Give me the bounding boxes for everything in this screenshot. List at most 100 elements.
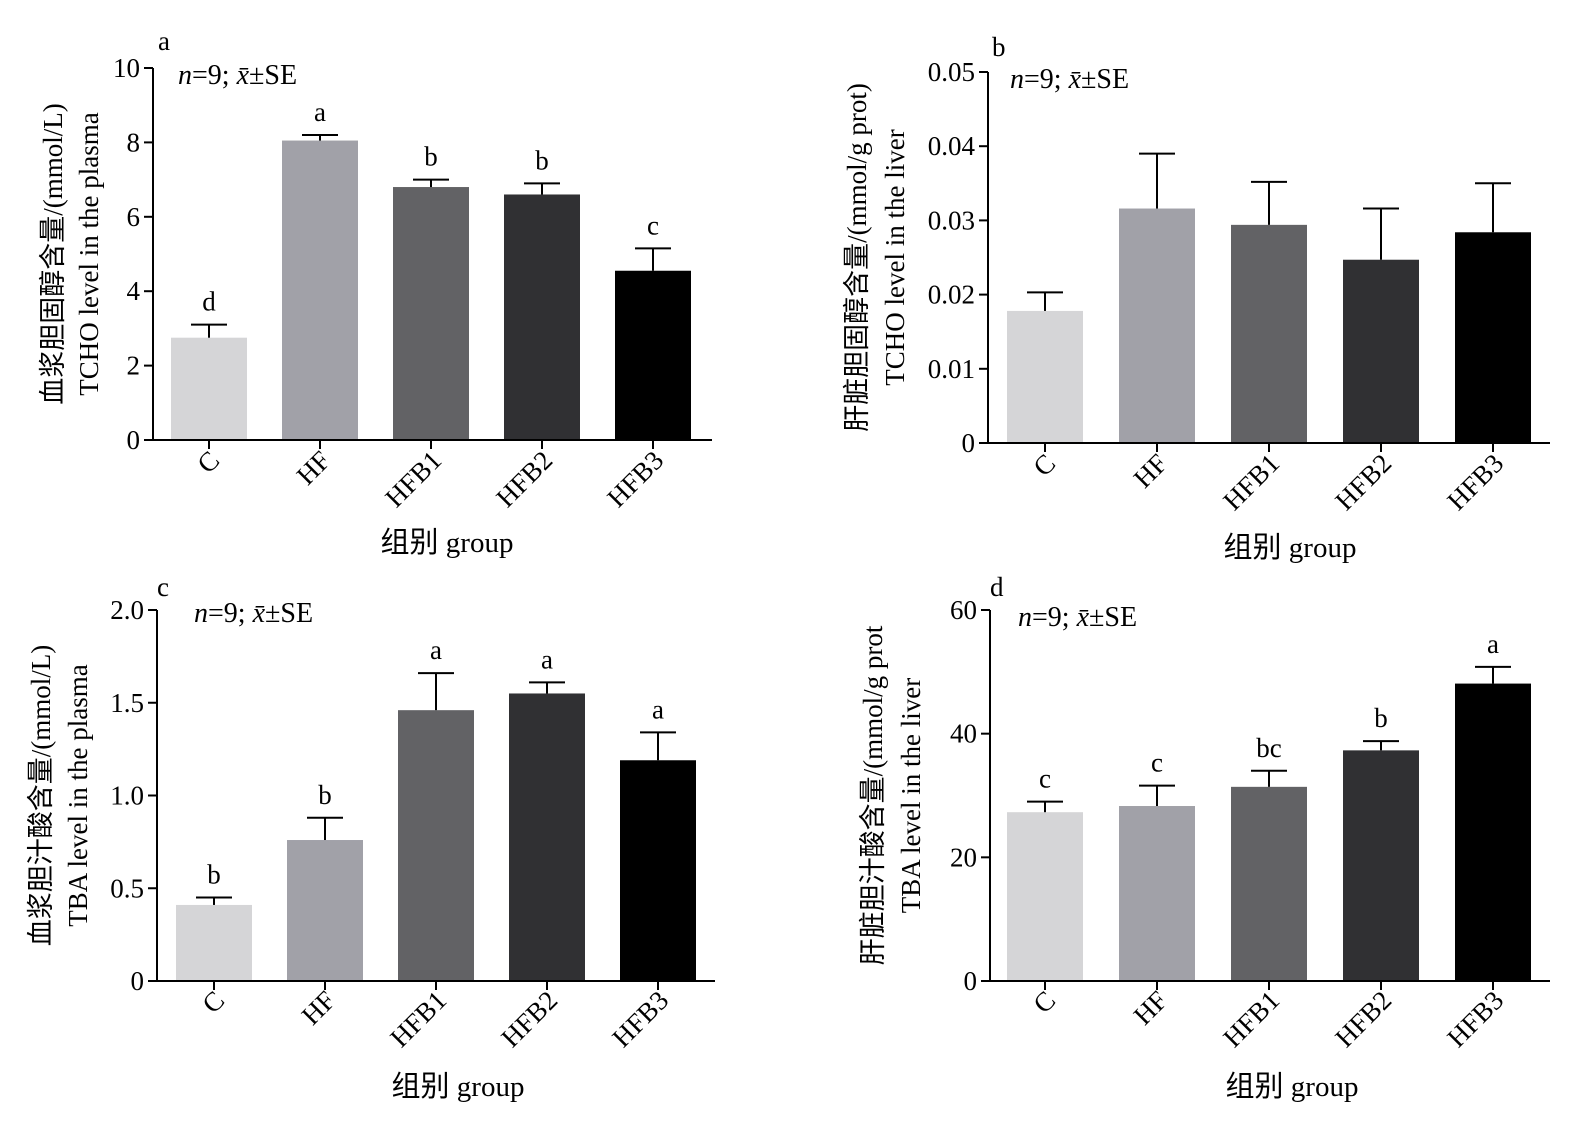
- y-axis-title-en: TBA level in the liver: [896, 678, 926, 913]
- y-axis-title-cn: 肝脏胆固醇含量/(mmol/g prot): [842, 83, 872, 432]
- bar-c: [1007, 812, 1083, 981]
- y-tick-label: 6: [127, 202, 141, 232]
- y-tick-label: 1.5: [110, 688, 144, 718]
- y-tick-label: 0.5: [110, 873, 144, 903]
- category-label: HFB1: [379, 445, 447, 513]
- panel-letter: b: [992, 32, 1006, 62]
- category-label: HFB3: [606, 985, 674, 1053]
- y-tick-label: 0: [131, 966, 145, 996]
- panel-letter: a: [158, 26, 170, 56]
- y-tick-label: 0.05: [928, 57, 975, 87]
- category-label: HFB2: [1329, 985, 1397, 1053]
- panel-d: c Cc HF bc HFB1 b HFB2 a HFB3 0 20 40 60 d n=9; x̄±SE 肝…: [858, 572, 1550, 1103]
- y-axis-title-en: TCHO level in the plasma: [74, 112, 104, 395]
- category-label: HF: [296, 985, 342, 1031]
- y-tick-label: 0.03: [928, 205, 975, 235]
- category-label: HF: [1128, 985, 1174, 1031]
- bar-c: [1007, 310, 1083, 443]
- y-axis-title-cn: 血浆胆固醇含量/(mmol/L): [38, 103, 68, 404]
- bar-hfb1: [393, 187, 469, 440]
- bar-hfb3: [620, 760, 696, 981]
- y-tick-label: 0: [127, 425, 141, 455]
- bar-hfb2: [509, 693, 585, 981]
- category-label: C: [1027, 448, 1061, 482]
- y-tick-label: 0.04: [928, 131, 976, 161]
- stat-note: n=9; x̄±SE: [178, 60, 297, 91]
- significance-label: c: [647, 210, 659, 240]
- panel-letter: d: [990, 572, 1004, 602]
- x-axis-title: 组别 group: [1224, 531, 1357, 564]
- category-label: HFB2: [490, 445, 558, 513]
- y-tick-label: 4: [127, 276, 141, 306]
- category-label: HFB3: [601, 445, 669, 513]
- significance-label: bc: [1256, 733, 1282, 763]
- y-tick-label: 0: [962, 428, 976, 458]
- category-label: HFB1: [1217, 985, 1285, 1053]
- y-tick-label: 0: [964, 966, 978, 996]
- bar-hfb1: [1231, 786, 1307, 981]
- category-label: HFB1: [1217, 448, 1285, 516]
- y-tick-label: 10: [113, 53, 140, 83]
- panel-b: C HF HFB1 HFB2 HFB3 0 0.01 0.02 0.03 0.04 0.05 bn=9…: [842, 32, 1550, 564]
- category-label: HFB2: [1329, 448, 1397, 516]
- category-label: C: [196, 985, 230, 1019]
- stat-note: n=9; x̄±SE: [1018, 602, 1137, 633]
- significance-label: b: [318, 780, 332, 810]
- bar-hf: [1119, 806, 1195, 981]
- category-label: C: [1027, 985, 1061, 1019]
- category-label: HFB1: [384, 985, 452, 1053]
- stat-note: n=9; x̄±SE: [194, 598, 313, 629]
- y-tick-label: 8: [127, 127, 141, 157]
- y-tick-label: 2: [127, 351, 141, 381]
- y-tick-label: 60: [950, 595, 977, 625]
- y-axis-title-en: TCHO level in the liver: [880, 129, 910, 385]
- bar-hf: [282, 140, 358, 441]
- y-tick-label: 20: [950, 842, 977, 872]
- significance-label: b: [1374, 703, 1388, 733]
- category-label: HFB3: [1441, 985, 1509, 1053]
- stat-note: n=9; x̄±SE: [1010, 64, 1129, 95]
- x-axis-title: 组别 group: [1226, 1070, 1359, 1103]
- bar-hfb2: [1343, 750, 1419, 981]
- bar-hfb2: [504, 194, 580, 440]
- y-axis-title-cn: 血浆胆汁酸含量/(mmol/L): [26, 645, 56, 946]
- y-tick-label: 40: [950, 719, 977, 749]
- significance-label: c: [1151, 748, 1163, 778]
- y-tick-label: 2.0: [110, 595, 144, 625]
- significance-label: b: [535, 145, 549, 175]
- bar-hfb3: [615, 270, 691, 440]
- significance-label: b: [207, 860, 221, 890]
- category-label: C: [191, 445, 225, 479]
- panel-c: b Cb HF a HFB1 a HFB2 a HFB3 0 0.5 1.0 1.5 2.0 c n=9; x…: [26, 572, 715, 1103]
- y-axis-title-cn: 肝脏胆汁酸含量/(mmol/g prot: [858, 625, 888, 965]
- bar-hfb1: [1231, 224, 1307, 443]
- bar-c: [171, 337, 247, 440]
- panel-letter: c: [157, 572, 169, 602]
- bar-hfb3: [1455, 232, 1531, 443]
- significance-label: c: [1039, 764, 1051, 794]
- significance-label: d: [202, 287, 216, 317]
- y-tick-label: 0.02: [928, 280, 975, 310]
- y-tick-label: 1.0: [110, 781, 144, 811]
- bar-hf: [1119, 208, 1195, 443]
- x-axis-title: 组别 group: [381, 526, 514, 559]
- significance-label: b: [424, 142, 438, 172]
- significance-label: a: [314, 97, 326, 127]
- category-label: HF: [291, 445, 337, 491]
- bar-hfb1: [398, 710, 474, 981]
- bar-c: [176, 904, 252, 981]
- bar-hfb3: [1455, 683, 1531, 981]
- category-label: HFB3: [1441, 448, 1509, 516]
- significance-label: a: [1487, 629, 1499, 659]
- category-label: HF: [1128, 448, 1174, 494]
- significance-label: a: [430, 635, 442, 665]
- y-axis-title-en: TBA level in the plasma: [63, 664, 93, 926]
- category-label: HFB2: [495, 985, 563, 1053]
- significance-label: a: [652, 694, 664, 724]
- x-axis-title: 组别 group: [392, 1070, 525, 1103]
- bar-hf: [287, 840, 363, 981]
- bar-hfb2: [1343, 259, 1419, 443]
- panel-a: d Ca HF b HFB1 b HFB2 c HFB3 0 2 4 6 8 10 a n=9; x̄±SE 血浆…: [38, 26, 712, 559]
- significance-label: a: [541, 644, 553, 674]
